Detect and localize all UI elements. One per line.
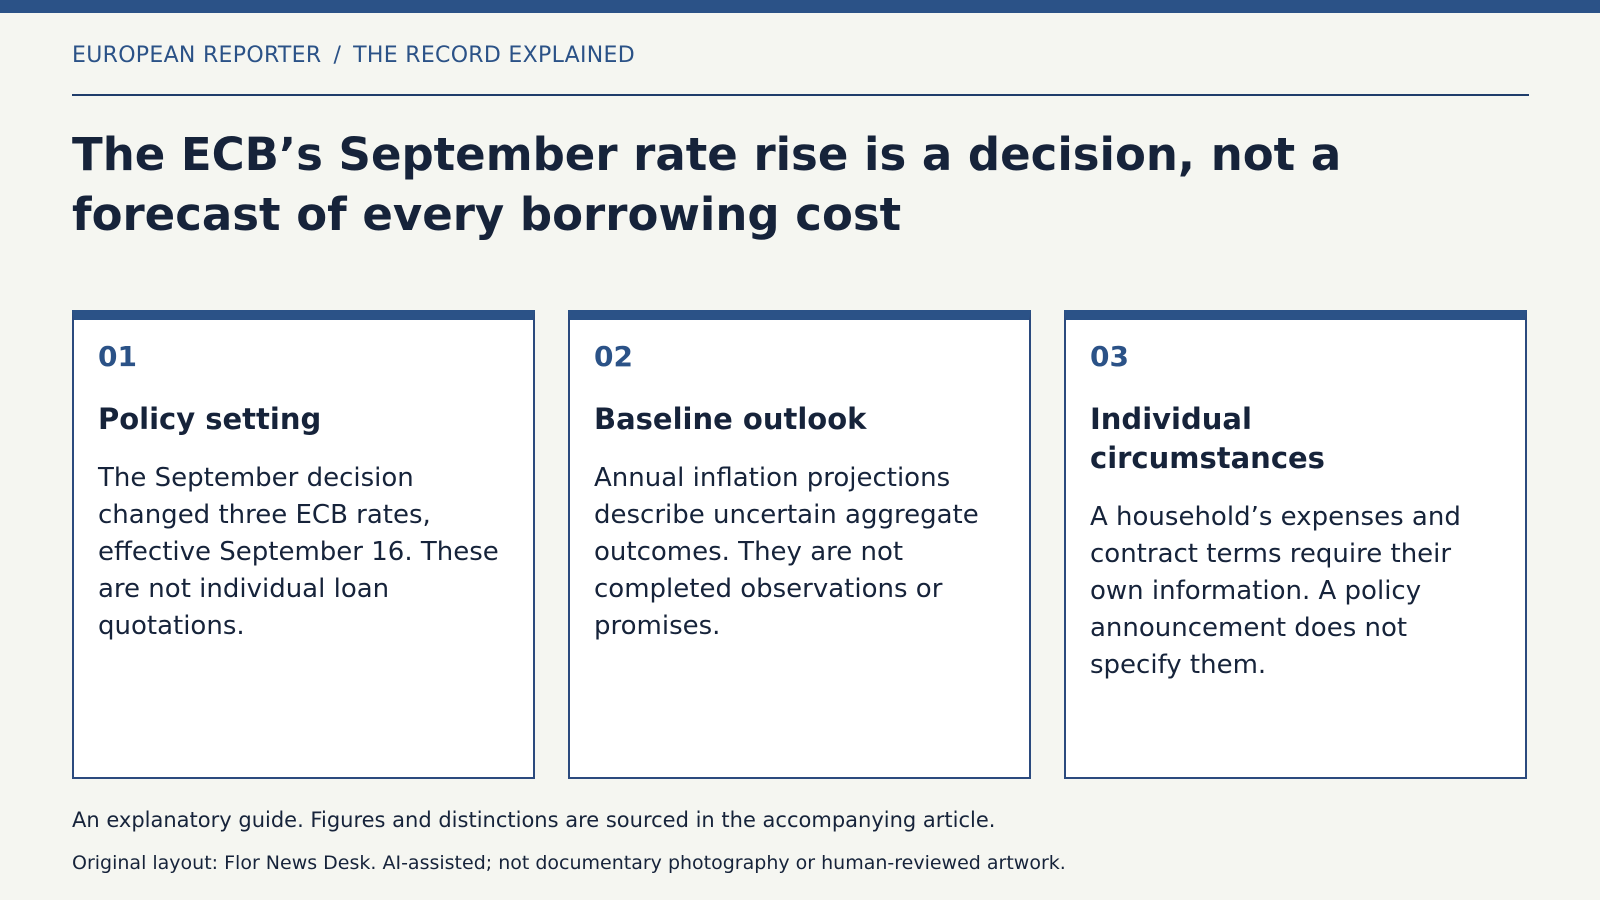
page-title: The ECB’s September rate rise is a decis…	[72, 128, 1342, 241]
card-number: 01	[98, 340, 137, 373]
publication-name: EUROPEAN REPORTER	[72, 43, 322, 68]
card-number: 02	[594, 340, 633, 373]
card-title: Individual circumstances	[1090, 402, 1325, 475]
card-body: A household’s expenses and contract term…	[1090, 502, 1461, 680]
breadcrumb-separator: /	[333, 43, 342, 68]
card-body: Annual inflation projections describe un…	[594, 463, 979, 641]
card-title: Policy setting	[98, 402, 322, 436]
card-body: The September decision changed three ECB…	[98, 463, 499, 641]
card-title: Baseline outlook	[594, 402, 867, 436]
explainer-card-individual-circumstances: 03 Individual circumstances A household’…	[1064, 310, 1527, 779]
explainer-card-policy-setting: 01 Policy setting The September decision…	[72, 310, 535, 779]
section-name: THE RECORD EXPLAINED	[353, 43, 635, 68]
card-grid: 01 Policy setting The September decision…	[72, 310, 1529, 779]
explanatory-note: An explanatory guide. Figures and distin…	[72, 808, 996, 832]
card-number: 03	[1090, 340, 1129, 373]
breadcrumb: EUROPEAN REPORTER / THE RECORD EXPLAINED	[72, 43, 635, 68]
header-divider	[72, 94, 1529, 96]
top-accent-bar	[0, 0, 1600, 13]
explainer-card-baseline-outlook: 02 Baseline outlook Annual inflation pro…	[568, 310, 1031, 779]
layout-credit: Original layout: Flor News Desk. AI-assi…	[72, 852, 1066, 874]
